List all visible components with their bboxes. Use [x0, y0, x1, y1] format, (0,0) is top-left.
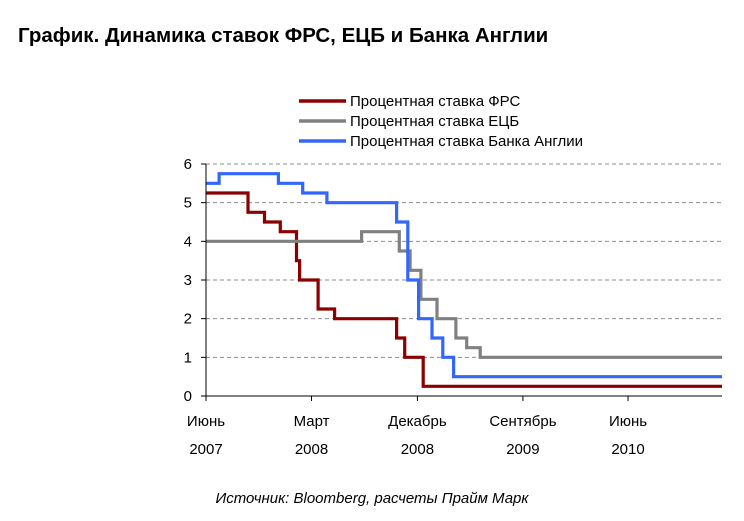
- x-tick-label-year: 2009: [506, 441, 539, 458]
- y-tick-label: 1: [184, 349, 192, 366]
- y-tick-label: 6: [184, 156, 192, 173]
- x-tick-label-month: Сентябрь: [489, 413, 556, 430]
- series-line-2: [206, 230, 722, 359]
- legend-label: Процентная ставка ФРС: [350, 93, 520, 110]
- legend: Процентная ставка ФРС Процентная ставка Е…: [299, 93, 583, 150]
- series-lines: [206, 172, 722, 388]
- x-tick-label-year: 2007: [189, 441, 222, 458]
- chart-title: График. Динамика ставок ФРС, ЕЦБ и Банка…: [18, 24, 549, 47]
- series-line-3: [206, 172, 722, 379]
- x-tick-label-month: Июнь: [609, 413, 647, 430]
- y-tick-label: 2: [184, 311, 192, 328]
- x-tick-label-year: 2008: [401, 441, 434, 458]
- x-axis-ticks: Июнь 2007 Март 2008 Декабрь 2008 Сентябрь 2009 И…: [187, 396, 647, 458]
- y-axis-ticks: 0 1 2 3 4 5 6: [184, 156, 206, 405]
- grid-lines: [206, 163, 722, 358]
- x-tick-label-year: 2010: [611, 441, 644, 458]
- x-tick-label-month: Декабрь: [388, 413, 447, 430]
- y-tick-label: 4: [184, 233, 192, 250]
- chart-source: Источник: Bloomberg, расчеты Прайм Марк: [215, 490, 529, 507]
- y-tick-label: 0: [184, 388, 192, 405]
- legend-label: Процентная ставка Банка Англии: [350, 133, 583, 150]
- y-tick-label: 5: [184, 195, 192, 212]
- axes: [205, 164, 722, 397]
- legend-label: Процентная ставка ЕЦБ: [350, 113, 519, 130]
- x-tick-label-month: Март: [294, 413, 330, 430]
- x-tick-label-month: Июнь: [187, 413, 225, 430]
- x-tick-label-year: 2008: [295, 441, 328, 458]
- series-line-1: [206, 191, 722, 388]
- y-tick-label: 3: [184, 272, 192, 289]
